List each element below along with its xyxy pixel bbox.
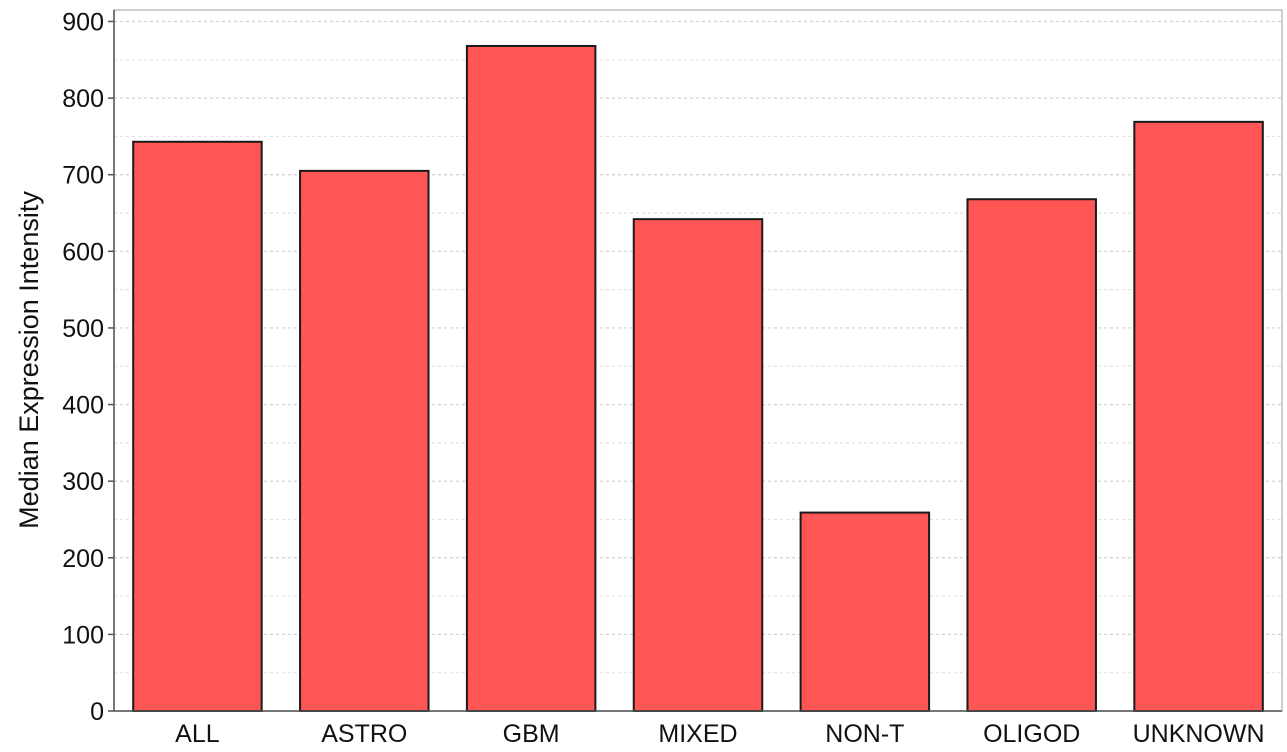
y-tick-label: 0 xyxy=(90,698,104,726)
y-tick-label: 800 xyxy=(62,85,104,113)
bar-all xyxy=(132,140,263,712)
x-tick-label: OLIGOD xyxy=(983,720,1080,748)
x-tick-label: MIXED xyxy=(658,720,737,748)
y-tick-label: 100 xyxy=(62,621,104,649)
y-tick-label: 900 xyxy=(62,8,104,36)
bar-gbm xyxy=(465,45,597,713)
bar-oligod xyxy=(966,198,1097,712)
y-tick-label: 400 xyxy=(62,392,104,420)
x-tick-label: GBM xyxy=(503,720,560,748)
bar-mixed xyxy=(632,218,764,712)
x-tick-label: ALL xyxy=(175,720,220,748)
y-axis-title: Median Expression Intensity xyxy=(14,191,44,529)
x-tick-label: ASTRO xyxy=(321,720,407,748)
y-tick-label: 700 xyxy=(62,162,104,190)
bar-non-t xyxy=(799,511,931,713)
x-tick-label: UNKNOWN xyxy=(1133,720,1265,748)
y-tick-label: 200 xyxy=(62,545,104,573)
bar-unknown xyxy=(1133,120,1264,712)
bar-astro xyxy=(299,169,430,712)
x-tick-label: NON-T xyxy=(825,720,904,748)
x-ticks: ALL ASTRO GBM MIXED NON-T OLIGOD UNKNOWN xyxy=(175,720,1264,748)
y-ticks: 0 100 200 300 400 500 600 700 800 900 xyxy=(62,8,114,726)
y-tick-label: 600 xyxy=(62,238,104,266)
bars xyxy=(132,45,1264,713)
y-tick-label: 500 xyxy=(62,315,104,343)
y-tick-label: 300 xyxy=(62,468,104,496)
